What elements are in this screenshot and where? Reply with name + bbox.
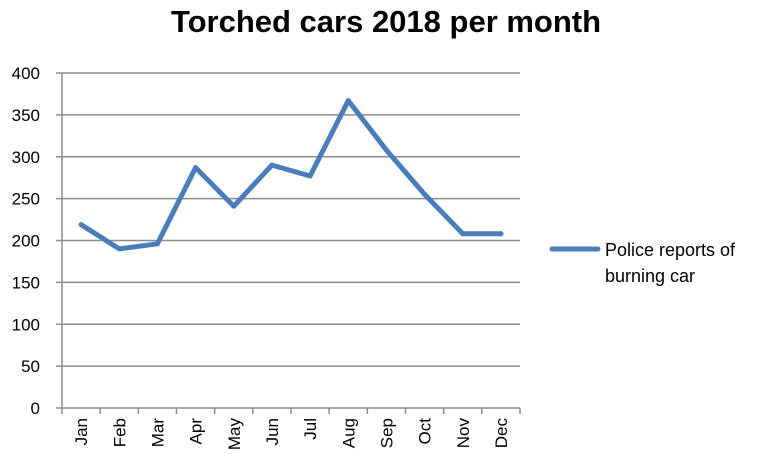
data-point [345, 98, 351, 104]
x-tick-label: Dec [492, 418, 511, 449]
x-tick-label: Nov [454, 418, 473, 449]
y-tick-label: 250 [12, 190, 40, 209]
y-tick-label: 200 [12, 232, 40, 251]
data-point [116, 246, 122, 252]
y-tick-label: 350 [12, 106, 40, 125]
x-axis-tick-labels: Jan Feb Mar Apr May Jun Jul Aug Sep Oct Nov Dec [72, 418, 511, 451]
x-tick-label: Feb [110, 418, 129, 447]
data-point [269, 162, 275, 168]
y-tick-label: 300 [12, 148, 40, 167]
legend-label: Police reports of burning car [605, 240, 740, 286]
x-tick-label: Jan [72, 418, 91, 445]
x-tick-label: Jul [301, 418, 320, 440]
y-tick-label: 50 [21, 357, 40, 376]
x-tick-label: Mar [148, 418, 167, 448]
x-tick-label: Oct [416, 418, 435, 445]
data-point [307, 173, 313, 179]
data-point [498, 231, 504, 237]
legend-label-line-2: burning car [605, 266, 695, 286]
data-point [78, 222, 84, 228]
data-point [422, 191, 428, 197]
x-tick-label: May [225, 418, 244, 451]
series-line [78, 98, 504, 252]
legend: Police reports of burning car [549, 240, 740, 286]
y-tick-label: 150 [12, 273, 40, 292]
legend-label-line-1: Police reports of [605, 240, 736, 260]
y-tick-label: 0 [31, 399, 40, 418]
data-point [193, 165, 199, 171]
data-series [78, 98, 504, 252]
x-tick-label: Apr [187, 418, 206, 445]
x-tick-label: Sep [377, 418, 396, 448]
x-tick-label: Jun [263, 418, 282, 445]
y-axis-tick-labels: 0 50 100 150 200 250 300 350 400 [12, 64, 40, 418]
data-point [383, 147, 389, 153]
gridlines [56, 72, 520, 409]
chart-title: Torched cars 2018 per month [171, 4, 601, 39]
data-point [460, 231, 466, 237]
data-point [154, 241, 160, 247]
y-tick-label: 400 [12, 64, 40, 83]
data-point [231, 203, 237, 209]
y-tick-label: 100 [12, 315, 40, 334]
axes [61, 73, 521, 414]
x-tick-label: Aug [339, 418, 358, 448]
